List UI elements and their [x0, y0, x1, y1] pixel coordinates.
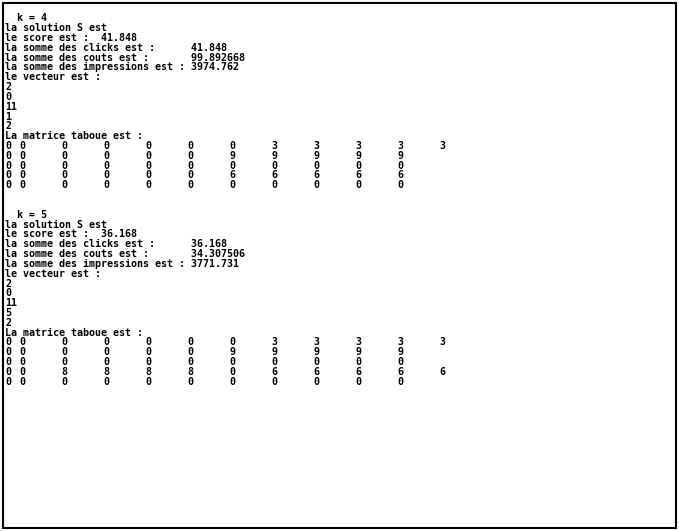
Text: 2: 2	[5, 278, 12, 288]
Text: 11: 11	[5, 102, 18, 112]
Text: 0      8      8      8      8      0      6      6      6      6      6: 0 8 8 8 8 0 6 6 6 6 6	[20, 367, 446, 377]
Text: la solution S est: la solution S est	[5, 220, 107, 229]
Text: 0: 0	[5, 92, 12, 102]
Text: 5: 5	[5, 308, 12, 318]
Text: 0: 0	[5, 181, 12, 190]
Text: La matrice taboue est :: La matrice taboue est :	[5, 131, 143, 141]
Text: la somme des clicks est :      41.848: la somme des clicks est : 41.848	[5, 43, 227, 53]
Text: la somme des impressions est : 3771.731: la somme des impressions est : 3771.731	[5, 259, 240, 269]
Text: le vecteur est :: le vecteur est :	[5, 269, 101, 279]
Text: le vecteur est :: le vecteur est :	[5, 72, 101, 82]
FancyBboxPatch shape	[3, 3, 676, 528]
Text: 0: 0	[5, 367, 12, 377]
Text: la somme des couts est :       99.892668: la somme des couts est : 99.892668	[5, 53, 245, 63]
Text: 0: 0	[5, 170, 12, 181]
Text: k = 5: k = 5	[5, 210, 48, 220]
Text: 2: 2	[5, 82, 12, 92]
Text: 0: 0	[5, 338, 12, 347]
Text: 0      0      0      0      0      9      9      9      9      9: 0 0 0 0 0 9 9 9 9 9	[20, 151, 405, 161]
Text: 0: 0	[5, 357, 12, 367]
Text: 0: 0	[5, 160, 12, 170]
Text: La matrice taboue est :: La matrice taboue est :	[5, 328, 143, 338]
Text: 0      0      0      0      0      0      0      0      0      0: 0 0 0 0 0 0 0 0 0 0	[20, 160, 405, 170]
Text: 0: 0	[5, 151, 12, 161]
Text: 0      0      0      0      0      9      9      9      9      9: 0 0 0 0 0 9 9 9 9 9	[20, 347, 405, 357]
Text: 0      0      0      0      0      0      3      3      3      3      3: 0 0 0 0 0 0 3 3 3 3 3	[20, 338, 446, 347]
Text: 0      0      0      0      0      0      0      0      0      0: 0 0 0 0 0 0 0 0 0 0	[20, 377, 405, 387]
Text: 0      0      0      0      0      6      6      6      6      6: 0 0 0 0 0 6 6 6 6 6	[20, 170, 405, 181]
Text: 1: 1	[5, 112, 12, 122]
Text: 2: 2	[5, 122, 12, 131]
Text: 0: 0	[5, 288, 12, 298]
Text: la somme des couts est :       34.307506: la somme des couts est : 34.307506	[5, 249, 245, 259]
Text: le score est :  41.848: le score est : 41.848	[5, 33, 137, 43]
Text: la somme des clicks est :      36.168: la somme des clicks est : 36.168	[5, 239, 227, 249]
Text: 0      0      0      0      0      0      0      0      0      0: 0 0 0 0 0 0 0 0 0 0	[20, 181, 405, 190]
Text: 0: 0	[5, 377, 12, 387]
Text: 0      0      0      0      0      0      3      3      3      3      3: 0 0 0 0 0 0 3 3 3 3 3	[20, 141, 446, 151]
Text: 0: 0	[5, 141, 12, 151]
Text: 2: 2	[5, 318, 12, 328]
Text: 0: 0	[5, 347, 12, 357]
Text: 0      0      0      0      0      0      0      0      0      0: 0 0 0 0 0 0 0 0 0 0	[20, 357, 405, 367]
Text: k = 4: k = 4	[5, 13, 48, 23]
Text: la solution S est: la solution S est	[5, 23, 107, 33]
Text: le score est :  36.168: le score est : 36.168	[5, 229, 137, 239]
Text: la somme des impressions est : 3974.762: la somme des impressions est : 3974.762	[5, 63, 240, 72]
Text: 11: 11	[5, 298, 18, 308]
